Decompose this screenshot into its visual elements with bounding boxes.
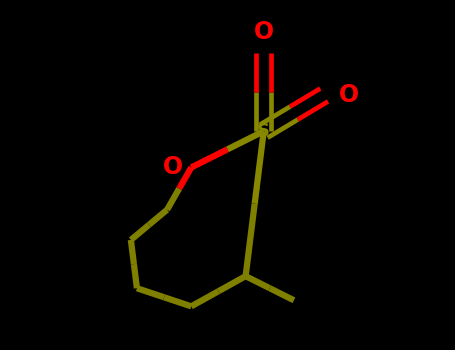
- Text: O: O: [163, 155, 183, 180]
- Text: O: O: [254, 20, 274, 44]
- Text: O: O: [339, 83, 359, 107]
- Text: S: S: [257, 122, 270, 140]
